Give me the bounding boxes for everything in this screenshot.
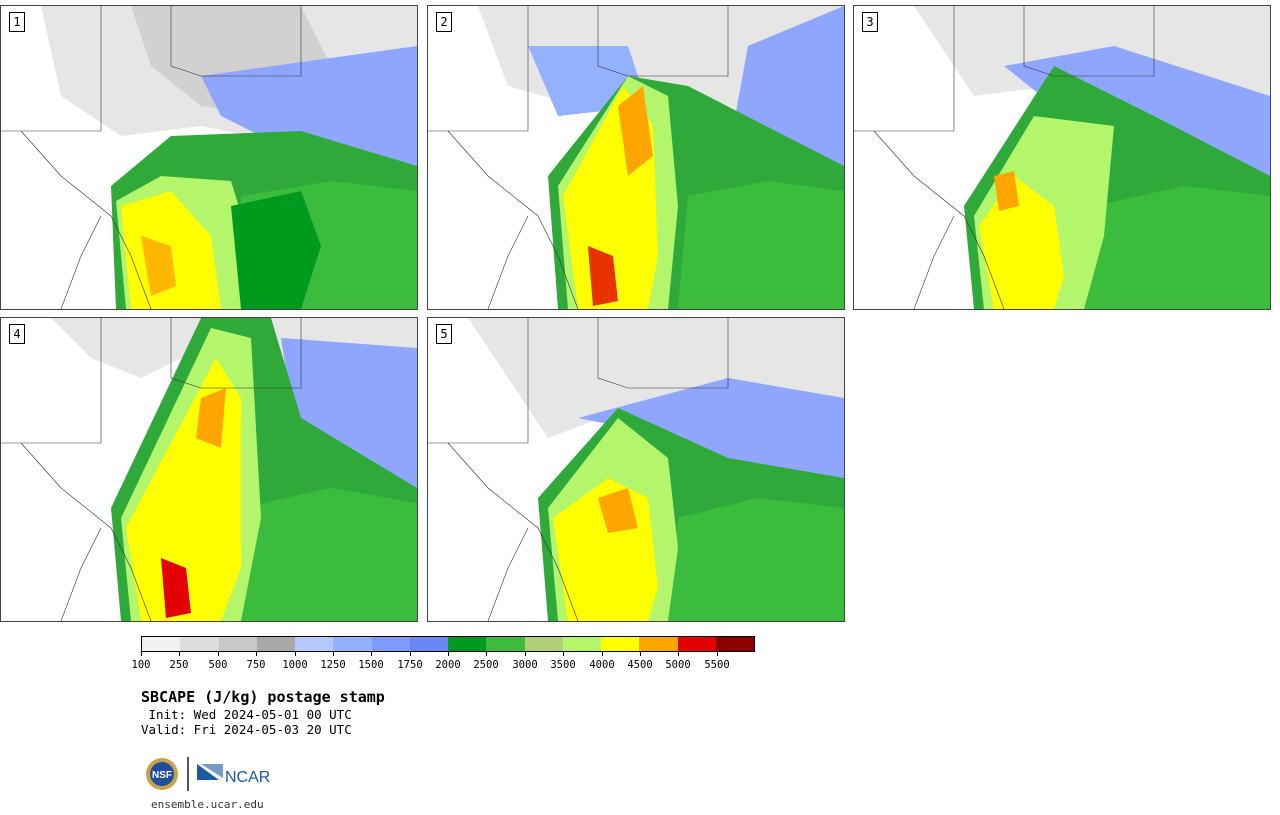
- colorbar-tick: [717, 652, 718, 656]
- ncar-logo-icon: NCAR: [197, 764, 270, 786]
- nsf-logo-icon: NSF: [146, 758, 178, 790]
- colorbar-swatch: [562, 637, 601, 651]
- colorbar-tick-label: 4500: [627, 659, 653, 671]
- logos: NSF NCAR: [145, 757, 285, 793]
- colorbar-tick: [602, 652, 603, 656]
- colorbar-swatch: [142, 637, 181, 651]
- colorbar-tick-label: 750: [246, 659, 266, 671]
- colorbar-swatch: [524, 637, 563, 651]
- colorbar-tick-label: 1750: [397, 659, 423, 671]
- colorbar-ticks: 100 250 500 750 1000 1250 1500 1750 2000 2500 3000…: [132, 652, 755, 672]
- colorbar: [141, 636, 755, 652]
- panel-number: 3: [862, 12, 878, 32]
- colorbar-tick-label: 2500: [473, 659, 499, 671]
- sbcape-map: [1, 6, 417, 309]
- colorbar-swatch: [218, 637, 257, 651]
- colorbar-tick: [678, 652, 679, 656]
- colorbar-swatch: [715, 637, 754, 651]
- colorbar-swatch: [180, 637, 219, 651]
- map-panel-5: 5: [427, 317, 845, 622]
- colorbar-swatch: [409, 637, 448, 651]
- colorbar-swatch: [486, 637, 525, 651]
- colorbar-tick-label: 5000: [665, 659, 691, 671]
- sbcape-map: [854, 6, 1270, 309]
- site-url[interactable]: ensemble.ucar.edu: [151, 798, 264, 811]
- colorbar-tick-label: 1500: [358, 659, 384, 671]
- colorbar-swatch: [639, 637, 678, 651]
- colorbar-tick-label: 3500: [550, 659, 576, 671]
- colorbar-swatch: [295, 637, 334, 651]
- sbcape-map: [1, 318, 417, 621]
- colorbar-tick-label: 100: [131, 659, 151, 671]
- colorbar-tick: [256, 652, 257, 656]
- colorbar-swatch: [448, 637, 487, 651]
- svg-text:NCAR: NCAR: [225, 769, 270, 786]
- colorbar-tick: [486, 652, 487, 656]
- colorbar-tick: [563, 652, 564, 656]
- panel-number: 4: [9, 324, 25, 344]
- colorbar-tick-label: 5500: [704, 659, 730, 671]
- panel-number: 2: [436, 12, 452, 32]
- valid-time: Valid: Fri 2024-05-03 20 UTC: [141, 722, 352, 737]
- sbcape-map: [428, 6, 844, 309]
- map-panel-4: 4: [0, 317, 418, 622]
- colorbar-swatch: [601, 637, 640, 651]
- colorbar-tick: [218, 652, 219, 656]
- colorbar-tick: [371, 652, 372, 656]
- map-panel-3: 3: [853, 5, 1271, 310]
- chart-title: SBCAPE (J/kg) postage stamp: [141, 688, 385, 706]
- colorbar-tick: [141, 652, 142, 656]
- colorbar-tick-label: 1000: [282, 659, 308, 671]
- colorbar-tick-label: 250: [169, 659, 189, 671]
- map-panel-1: 1: [0, 5, 418, 310]
- panel-number: 5: [436, 324, 452, 344]
- svg-text:NSF: NSF: [152, 770, 172, 781]
- init-time: Init: Wed 2024-05-01 00 UTC: [141, 707, 352, 722]
- colorbar-tick-label: 500: [208, 659, 228, 671]
- colorbar-swatch: [256, 637, 295, 651]
- colorbar-tick-label: 3000: [512, 659, 538, 671]
- panel-number: 1: [9, 12, 25, 32]
- colorbar-tick: [410, 652, 411, 656]
- colorbar-tick: [525, 652, 526, 656]
- colorbar-swatch: [371, 637, 410, 651]
- colorbar-tick: [640, 652, 641, 656]
- colorbar-tick: [448, 652, 449, 656]
- colorbar-swatch: [333, 637, 372, 651]
- colorbar-swatch: [677, 637, 716, 651]
- colorbar-tick: [295, 652, 296, 656]
- colorbar-tick: [333, 652, 334, 656]
- map-panel-2: 2: [427, 5, 845, 310]
- colorbar-tick-label: 1250: [320, 659, 346, 671]
- colorbar-tick: [179, 652, 180, 656]
- colorbar-tick-label: 4000: [589, 659, 615, 671]
- logo-divider: [187, 757, 189, 791]
- colorbar-tick-label: 2000: [435, 659, 461, 671]
- sbcape-map: [428, 318, 844, 621]
